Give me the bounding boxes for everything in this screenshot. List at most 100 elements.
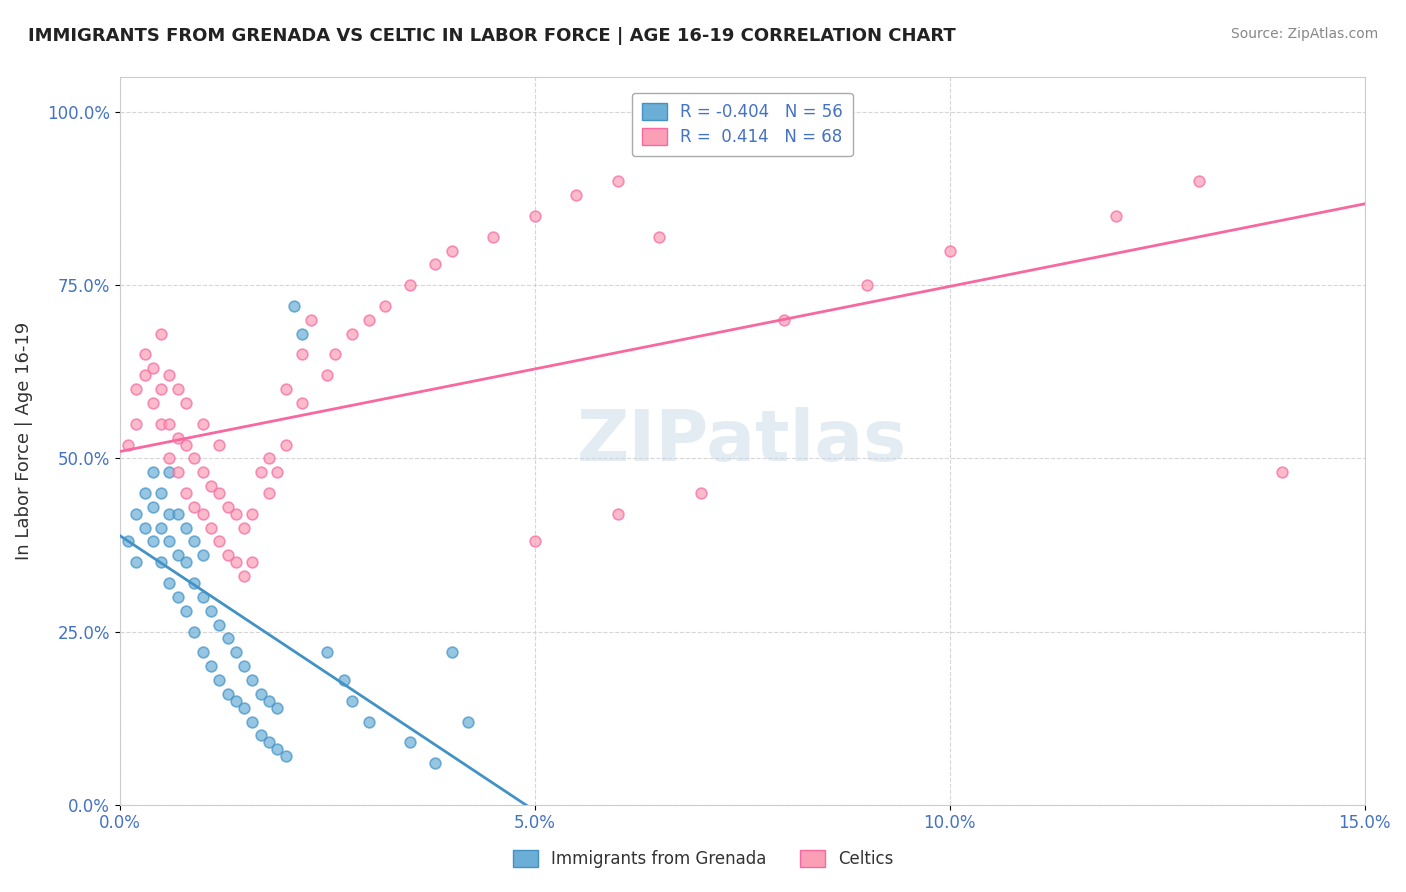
Point [648,229,671,244]
Point [855,278,877,293]
Point [191,549,214,563]
Point [249,465,271,479]
Point [200,521,222,535]
Point [291,347,314,361]
Point [200,604,222,618]
Point [142,361,165,376]
Point [174,396,197,410]
Point [523,534,546,549]
Point [274,437,297,451]
Point [257,451,280,466]
Point [266,465,288,479]
Point [606,174,628,188]
Point [257,735,280,749]
Point [217,687,239,701]
Point [399,278,422,293]
Point [200,659,222,673]
Point [606,507,628,521]
Point [357,313,380,327]
Point [291,326,314,341]
Point [166,382,188,396]
Point [233,700,256,714]
Point [150,417,173,431]
Point [166,549,188,563]
Point [208,486,231,500]
Text: ZIPatlas: ZIPatlas [576,407,907,475]
Point [332,673,354,687]
Point [157,368,180,383]
Point [423,257,446,271]
Point [938,244,960,258]
Point [283,299,305,313]
Point [174,486,197,500]
Point [125,417,148,431]
Point [183,624,205,639]
Point [134,368,156,383]
Point [374,299,396,313]
Point [157,576,180,591]
Point [457,714,479,729]
Point [242,714,264,729]
Point [217,500,239,514]
Point [191,417,214,431]
Point [482,229,505,244]
Point [772,313,794,327]
Point [150,326,173,341]
Point [225,694,247,708]
Point [150,382,173,396]
Point [117,437,139,451]
Point [242,555,264,569]
Point [142,534,165,549]
Point [142,500,165,514]
Point [217,632,239,646]
Point [1188,174,1211,188]
Point [1271,465,1294,479]
Point [142,396,165,410]
Point [191,590,214,604]
Point [357,714,380,729]
Point [208,617,231,632]
Point [523,209,546,223]
Point [183,451,205,466]
Point [166,507,188,521]
Point [249,687,271,701]
Point [166,431,188,445]
Point [225,555,247,569]
Point [274,382,297,396]
Point [423,756,446,771]
Point [242,673,264,687]
Point [134,347,156,361]
Point [689,486,711,500]
Point [565,188,588,202]
Point [208,437,231,451]
Point [183,576,205,591]
Point [157,507,180,521]
Point [440,244,463,258]
Point [257,694,280,708]
Point [157,534,180,549]
Point [150,521,173,535]
Point [125,555,148,569]
Point [191,645,214,659]
Point [440,645,463,659]
Point [325,347,347,361]
Point [340,326,363,341]
Point [242,507,264,521]
Point [174,555,197,569]
Y-axis label: In Labor Force | Age 16-19: In Labor Force | Age 16-19 [15,322,32,560]
Point [150,486,173,500]
Point [134,486,156,500]
Point [208,673,231,687]
Point [233,521,256,535]
Point [150,555,173,569]
Point [174,604,197,618]
Point [191,507,214,521]
Point [225,645,247,659]
Point [157,417,180,431]
Point [142,465,165,479]
Point [134,521,156,535]
Legend: Immigrants from Grenada, Celtics: Immigrants from Grenada, Celtics [506,843,900,875]
Point [174,521,197,535]
Point [166,590,188,604]
Text: Source: ZipAtlas.com: Source: ZipAtlas.com [1230,27,1378,41]
